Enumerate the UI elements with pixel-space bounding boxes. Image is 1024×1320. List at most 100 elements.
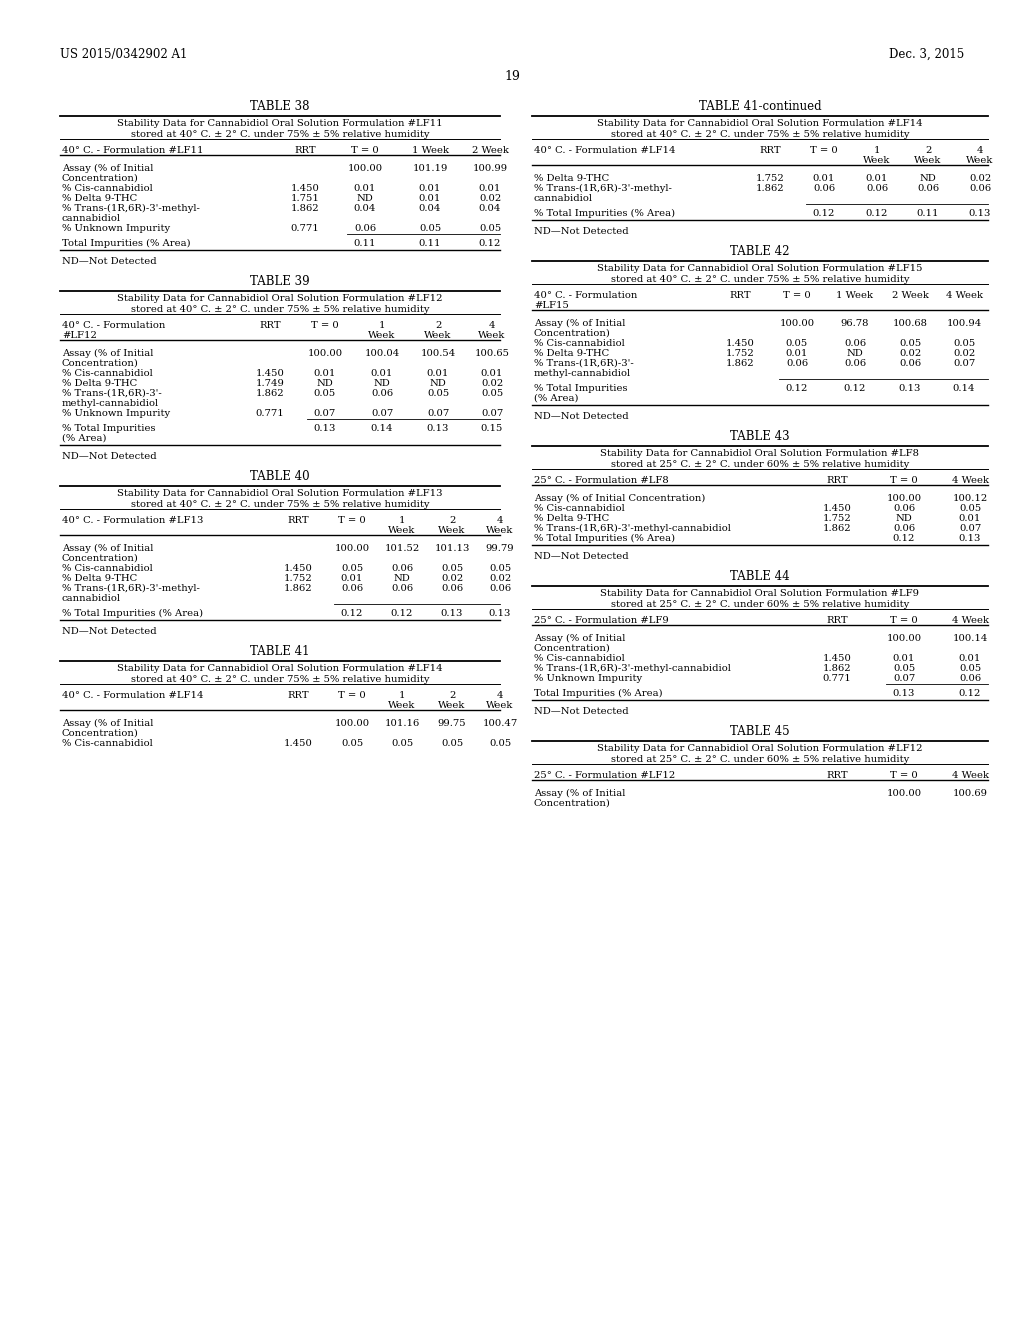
Text: 100.54: 100.54	[421, 348, 456, 358]
Text: % Delta 9-THC: % Delta 9-THC	[534, 513, 609, 523]
Text: 0.06: 0.06	[969, 183, 991, 193]
Text: Assay (% of Initial: Assay (% of Initial	[62, 544, 154, 553]
Text: 25° C. - Formulation #LF9: 25° C. - Formulation #LF9	[534, 616, 669, 624]
Text: 40° C. - Formulation: 40° C. - Formulation	[62, 321, 165, 330]
Text: % Cis-cannabidiol: % Cis-cannabidiol	[534, 504, 625, 513]
Text: 0.13: 0.13	[899, 384, 922, 393]
Text: ND: ND	[356, 194, 374, 203]
Text: 40° C. - Formulation #LF13: 40° C. - Formulation #LF13	[62, 516, 204, 525]
Text: 1.862: 1.862	[291, 205, 319, 213]
Text: 100.47: 100.47	[482, 719, 517, 729]
Text: 0.05: 0.05	[488, 739, 511, 748]
Text: 0.07: 0.07	[427, 409, 450, 418]
Text: 0.05: 0.05	[341, 739, 364, 748]
Text: % Trans-(1R,6R)-3'-: % Trans-(1R,6R)-3'-	[534, 359, 634, 368]
Text: 0.06: 0.06	[958, 675, 981, 682]
Text: Total Impurities (% Area): Total Impurities (% Area)	[62, 239, 190, 248]
Text: % Cis-cannabidiol: % Cis-cannabidiol	[62, 739, 153, 748]
Text: 0.01: 0.01	[419, 183, 441, 193]
Text: stored at 40° C. ± 2° C. under 75% ± 5% relative humidity: stored at 40° C. ± 2° C. under 75% ± 5% …	[131, 129, 429, 139]
Text: ND: ND	[896, 513, 912, 523]
Text: 2: 2	[435, 321, 441, 330]
Text: 100.00: 100.00	[307, 348, 343, 358]
Text: Concentration): Concentration)	[62, 554, 139, 564]
Text: 0.01: 0.01	[893, 653, 915, 663]
Text: 4 Week: 4 Week	[951, 616, 988, 624]
Text: 0.05: 0.05	[419, 224, 441, 234]
Text: % Trans-(1R,6R)-3'-methyl-: % Trans-(1R,6R)-3'-methyl-	[534, 183, 672, 193]
Text: TABLE 44: TABLE 44	[730, 570, 790, 583]
Text: 0.05: 0.05	[441, 739, 463, 748]
Text: 100.00: 100.00	[347, 164, 383, 173]
Text: 0.07: 0.07	[371, 409, 393, 418]
Text: 0.05: 0.05	[427, 389, 450, 399]
Text: 0.05: 0.05	[341, 564, 364, 573]
Text: Concentration): Concentration)	[534, 644, 611, 653]
Text: 0.12: 0.12	[866, 209, 888, 218]
Text: 100.94: 100.94	[946, 319, 982, 327]
Text: Week: Week	[388, 525, 416, 535]
Text: T = 0: T = 0	[351, 147, 379, 154]
Text: 100.99: 100.99	[472, 164, 508, 173]
Text: 1.749: 1.749	[256, 379, 285, 388]
Text: 101.16: 101.16	[384, 719, 420, 729]
Text: Week: Week	[486, 701, 514, 710]
Text: % Total Impurities: % Total Impurities	[62, 424, 156, 433]
Text: 0.01: 0.01	[813, 174, 836, 183]
Text: 0.02: 0.02	[481, 379, 503, 388]
Text: 0.06: 0.06	[893, 524, 915, 533]
Text: TABLE 41: TABLE 41	[250, 645, 309, 657]
Text: stored at 40° C. ± 2° C. under 75% ± 5% relative humidity: stored at 40° C. ± 2° C. under 75% ± 5% …	[610, 129, 909, 139]
Text: Week: Week	[914, 156, 942, 165]
Text: Stability Data for Cannabidiol Oral Solution Formulation #LF15: Stability Data for Cannabidiol Oral Solu…	[597, 264, 923, 273]
Text: 0.13: 0.13	[427, 424, 450, 433]
Text: 1.862: 1.862	[756, 183, 784, 193]
Text: 1 Week: 1 Week	[412, 147, 449, 154]
Text: % Delta 9-THC: % Delta 9-THC	[62, 379, 137, 388]
Text: 4 Week: 4 Week	[951, 771, 988, 780]
Text: 100.14: 100.14	[952, 634, 988, 643]
Text: Assay (% of Initial: Assay (% of Initial	[62, 719, 154, 729]
Text: Week: Week	[486, 525, 514, 535]
Text: TABLE 43: TABLE 43	[730, 430, 790, 444]
Text: 100.69: 100.69	[952, 789, 987, 799]
Text: 4 Week: 4 Week	[945, 290, 982, 300]
Text: T = 0: T = 0	[311, 321, 339, 330]
Text: 0.01: 0.01	[371, 370, 393, 378]
Text: ND—Not Detected: ND—Not Detected	[534, 412, 629, 421]
Text: stored at 40° C. ± 2° C. under 75% ± 5% relative humidity: stored at 40° C. ± 2° C. under 75% ± 5% …	[610, 275, 909, 284]
Text: 4: 4	[977, 147, 983, 154]
Text: % Trans-(1R,6R)-3'-: % Trans-(1R,6R)-3'-	[62, 389, 162, 399]
Text: 1.862: 1.862	[822, 524, 851, 533]
Text: 0.02: 0.02	[488, 574, 511, 583]
Text: 0.06: 0.06	[341, 583, 364, 593]
Text: T = 0: T = 0	[783, 290, 811, 300]
Text: 2: 2	[925, 147, 931, 154]
Text: ND—Not Detected: ND—Not Detected	[62, 451, 157, 461]
Text: Concentration): Concentration)	[62, 729, 139, 738]
Text: 0.01: 0.01	[427, 370, 450, 378]
Text: Assay (% of Initial: Assay (% of Initial	[534, 319, 626, 329]
Text: 0.05: 0.05	[314, 389, 336, 399]
Text: 0.11: 0.11	[353, 239, 376, 248]
Text: 0.771: 0.771	[291, 224, 319, 234]
Text: 0.05: 0.05	[899, 339, 922, 348]
Text: Week: Week	[478, 331, 506, 341]
Text: 0.01: 0.01	[481, 370, 503, 378]
Text: 0.05: 0.05	[479, 224, 501, 234]
Text: 0.05: 0.05	[488, 564, 511, 573]
Text: (% Area): (% Area)	[534, 393, 579, 403]
Text: ND—Not Detected: ND—Not Detected	[534, 708, 629, 715]
Text: 25° C. - Formulation #LF8: 25° C. - Formulation #LF8	[534, 477, 669, 484]
Text: 0.15: 0.15	[481, 424, 503, 433]
Text: T = 0: T = 0	[890, 477, 918, 484]
Text: 1.752: 1.752	[756, 174, 784, 183]
Text: Assay (% of Initial: Assay (% of Initial	[62, 348, 154, 358]
Text: 100.68: 100.68	[893, 319, 928, 327]
Text: 0.05: 0.05	[893, 664, 915, 673]
Text: 4: 4	[488, 321, 496, 330]
Text: Total Impurities (% Area): Total Impurities (% Area)	[534, 689, 663, 698]
Text: Stability Data for Cannabidiol Oral Solution Formulation #LF14: Stability Data for Cannabidiol Oral Solu…	[117, 664, 442, 673]
Text: stored at 40° C. ± 2° C. under 75% ± 5% relative humidity: stored at 40° C. ± 2° C. under 75% ± 5% …	[131, 500, 429, 510]
Text: RRT: RRT	[287, 690, 309, 700]
